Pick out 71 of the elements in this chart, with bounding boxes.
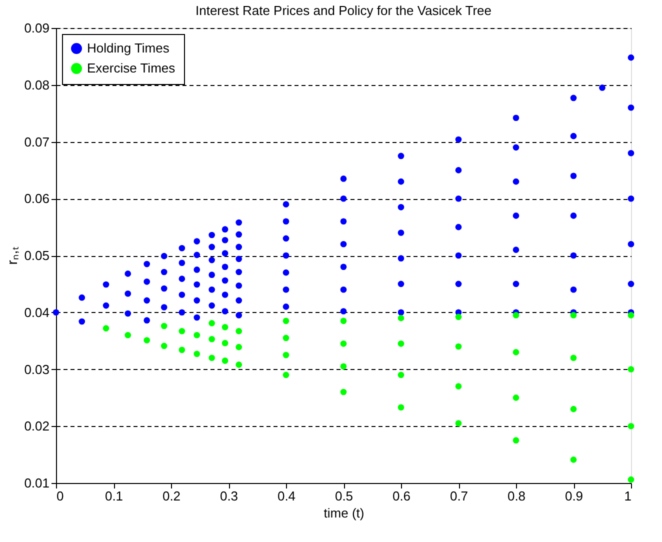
point [102,325,110,332]
point [398,372,404,378]
point [222,340,228,346]
x-tick-label: 0.1 [104,488,124,504]
y-tick-label: 0.06 [24,191,50,206]
point [398,340,404,347]
point [144,337,150,344]
point [512,437,520,444]
point [512,394,520,401]
point [570,406,577,412]
point [208,354,215,362]
point [628,422,634,430]
point [236,344,242,350]
point [160,342,168,350]
x-tick-label: 0.7 [450,488,468,504]
point [628,366,634,372]
point [282,372,290,378]
point [160,322,168,330]
x-axis-title: time (t) [324,506,364,520]
point [570,312,577,318]
x-tick-label: 0 [56,488,64,504]
y-tick-label: 0.08 [24,77,50,92]
point [340,388,347,396]
point [178,346,186,354]
point [398,404,404,411]
y-tick-label: 0.01 [24,476,50,490]
point [628,312,634,318]
point [340,318,347,324]
point [455,314,462,320]
y-tick-label: 0.04 [24,304,50,320]
x-tick-label: 0.6 [392,488,411,504]
point [398,314,404,322]
point [222,324,228,330]
point [340,363,347,370]
x-tick-label: 0.4 [277,488,296,504]
y-tick-label: 0.09 [24,20,50,36]
x-tick-label: 0.5 [334,488,354,504]
legend-label: Exercise Times [87,60,176,76]
y-tick-label: 0.02 [24,418,50,434]
point [208,320,215,326]
y-axis-title: rₙ,ₜ [4,246,20,265]
y-tick-label: 0.07 [24,134,50,150]
point [512,349,520,356]
x-tick-label: 0.3 [220,488,238,504]
point [340,340,347,347]
point [628,476,634,483]
chart-title: Interest Rate Prices and Policy for the Vasicek Tree [195,3,492,18]
point [282,318,290,324]
x-tick-label: 0.2 [162,488,181,504]
point [570,354,577,362]
point [178,328,186,334]
x-tick-label: 0.8 [507,488,526,504]
point [236,362,242,368]
x-tick-label: 0.9 [564,488,584,504]
point [124,332,132,338]
y-tick-label: 0.03 [24,362,50,377]
point [282,334,290,342]
point [282,352,290,358]
point [236,328,242,334]
point [455,420,462,426]
point [455,343,462,350]
point [208,336,215,342]
point [455,383,462,390]
y-tick-label: 0.05 [24,248,50,263]
point [570,456,577,463]
point [222,358,228,364]
point [194,350,200,358]
x-tick-label: 1 [624,488,632,504]
legend-label: Holding Times [87,40,170,56]
point [194,332,200,338]
point [512,312,520,318]
